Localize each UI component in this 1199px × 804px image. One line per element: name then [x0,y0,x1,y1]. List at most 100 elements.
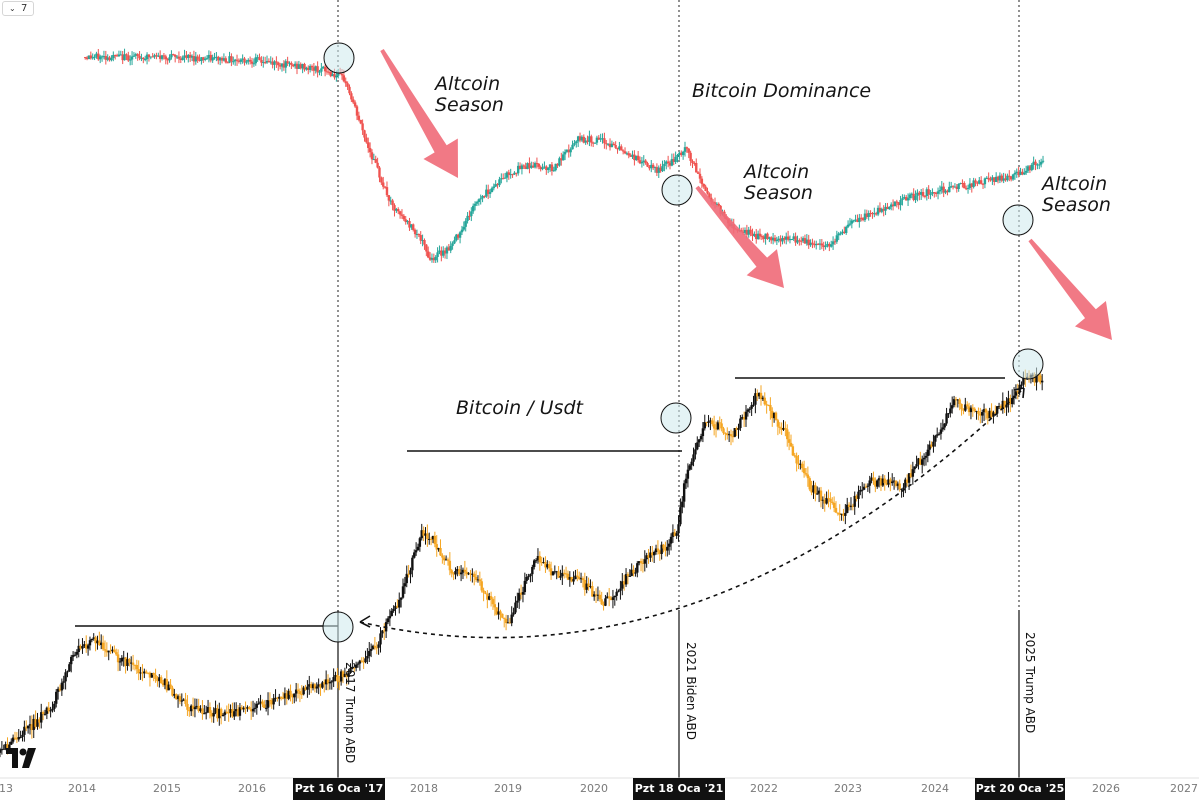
candle-body [588,136,591,142]
x-tick-label: 2024 [921,782,949,795]
candle-body [413,229,417,235]
candle-body [949,408,952,414]
candle-body [879,478,883,486]
candle-body [509,174,512,176]
candle-body [101,642,105,650]
candle-body [424,533,427,536]
candle-body [204,712,208,714]
candle-body [592,594,596,597]
candle-body [859,489,862,492]
candle-body [4,744,7,749]
event-circle-2 [661,174,693,206]
candle-body [855,495,858,499]
candle-body [499,611,502,614]
candle-body [123,54,126,61]
candle-body [339,671,343,682]
candle-body [366,656,369,659]
candle-body [197,705,200,712]
candle-body [914,195,917,200]
candle-body [894,480,898,486]
candle-body [293,693,296,698]
candle-body [417,234,421,236]
candle-body [554,163,557,171]
candle-body [614,145,617,148]
candle-body [471,573,474,575]
candle-body [953,186,957,188]
candle-body [257,703,260,705]
candle-body [416,546,420,551]
candle-body [397,208,400,212]
candle-body [212,712,215,717]
candle-body [395,208,398,211]
candle-body [904,479,907,488]
candle-body [196,56,199,60]
candle-body [333,74,336,78]
candle-body [751,233,754,236]
event-circle-4 [322,611,354,643]
candle-body [36,719,39,727]
candle-body [898,483,901,490]
candle-body [880,208,884,212]
candle-body [284,61,287,68]
candle-body [188,709,191,712]
candle-body [41,712,45,714]
candle-body [630,569,633,576]
candle-body [530,165,533,168]
candle-body [297,64,301,69]
candle-body [980,412,984,416]
candle-body [322,66,325,69]
candle-body [312,67,316,71]
candle-body [17,737,20,740]
candle-body [450,570,453,574]
candle-body [260,60,263,63]
candle-body [205,58,209,60]
candle-body [691,160,694,163]
candle-body [254,57,257,64]
candle-body [962,409,965,411]
candle-body [219,708,223,716]
candle-body [970,183,973,187]
candle-body [1040,380,1044,383]
candle-body [383,630,386,632]
candle-body [579,578,583,580]
candle-body [283,693,287,699]
candle-body [754,393,757,405]
candle-body [264,707,268,709]
candle-body [64,672,67,682]
candle-body [137,669,140,674]
candle-body [162,55,166,57]
candle-body [931,192,934,194]
candle-body [352,99,355,103]
candle-body [249,709,253,712]
series-toggle-button[interactable]: ⌄ 7 [2,1,34,16]
event-label-2021: 2021 Biden ABD [684,642,698,741]
candle-body [292,64,295,67]
candle-body [189,705,193,712]
candle-body [164,56,167,60]
candle-body [434,256,437,261]
candle-body [198,59,201,61]
candle-body [503,617,506,619]
candle-body [171,687,174,696]
candle-body [959,182,962,185]
candle-body [104,56,108,60]
candle-body [561,154,565,161]
candle-body [267,60,271,62]
candle-body [629,155,632,157]
candle-body [155,55,158,57]
candle-body [364,658,367,663]
candle-body [462,226,466,230]
candle-body [817,490,821,494]
candle-body [483,196,486,198]
candle-body [838,513,841,515]
candle-body [958,399,961,405]
candle-body [990,410,993,417]
candle-body [210,713,214,717]
candle-body [1005,404,1008,408]
candle-body [222,58,226,61]
candle-body [858,217,861,223]
candle-body [610,143,614,148]
candle-body [423,240,426,245]
candle-body [242,707,245,710]
candle-body [978,180,981,184]
